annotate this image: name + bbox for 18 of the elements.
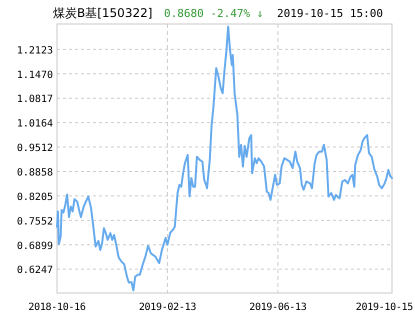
y-tick-label: 0.8205 xyxy=(16,192,53,203)
y-tick-label: 0.9512 xyxy=(16,143,53,154)
y-tick-label: 1.0164 xyxy=(16,118,53,130)
chart-subtitle: 0.8680 -2.47% ↓ xyxy=(164,7,264,20)
x-tick-label: 2019-10-15 xyxy=(356,302,414,313)
y-tick-label: 0.6899 xyxy=(16,240,53,252)
y-tick-label: 0.7552 xyxy=(16,216,53,228)
y-tick-label: 1.2123 xyxy=(16,45,53,56)
x-tick-label: 2019-02-13 xyxy=(138,302,196,313)
x-tick-label: 2018-10-16 xyxy=(28,302,86,313)
line-series xyxy=(56,26,393,292)
text: 2019-10-15 15:00 xyxy=(277,7,383,20)
chart-title: 煤炭B基[150322] xyxy=(53,6,152,20)
y-tick-label: 1.1470 xyxy=(16,70,53,81)
x-tick-label: 2019-06-13 xyxy=(249,302,307,313)
y-tick-label: 0.6247 xyxy=(16,265,53,276)
y-tick-label: 1.0817 xyxy=(16,94,53,106)
y-tick-label: 0.8858 xyxy=(16,167,53,178)
